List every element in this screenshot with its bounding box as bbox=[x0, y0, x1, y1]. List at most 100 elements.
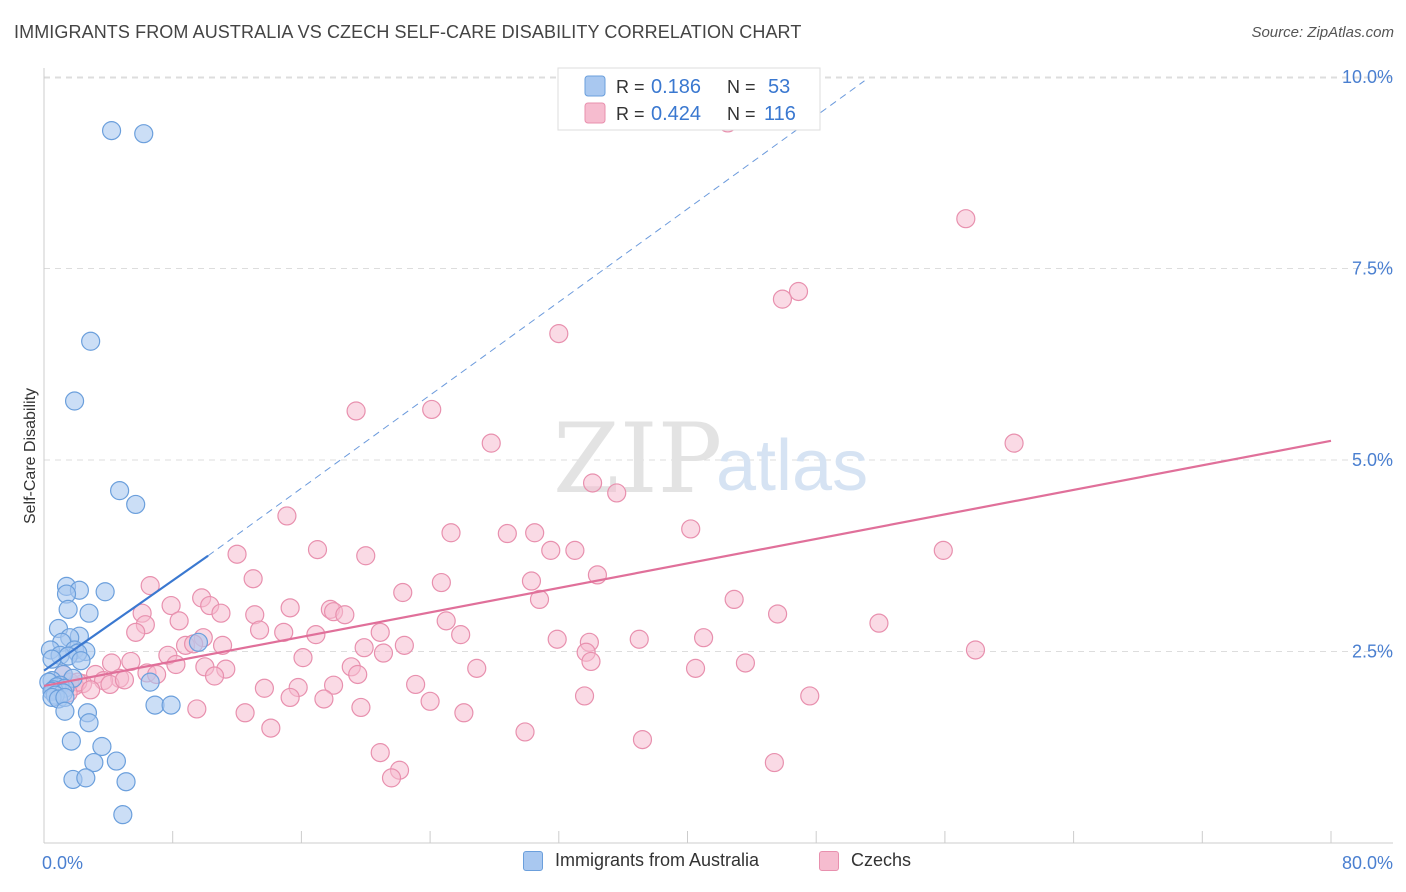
czech-point bbox=[422, 399, 442, 420]
czech-point bbox=[204, 666, 225, 686]
watermark-atlas: atlas bbox=[716, 426, 868, 506]
czech-point bbox=[772, 289, 793, 309]
stats-n-value-czech: 116 bbox=[764, 103, 796, 125]
stats-legend-swatch-czech bbox=[584, 102, 606, 124]
stats-n-label-australia: N = bbox=[727, 77, 756, 97]
legend-item-australia[interactable]: Immigrants from Australia bbox=[523, 850, 759, 871]
legend-label-czech: Czechs bbox=[851, 850, 912, 870]
czech-point bbox=[370, 622, 390, 642]
australia-trend-extension bbox=[207, 80, 865, 557]
czech-point bbox=[724, 589, 744, 610]
czech-point bbox=[431, 572, 451, 593]
legend-item-czech[interactable]: Czechs bbox=[819, 850, 911, 871]
czech-point bbox=[681, 519, 701, 539]
czech-point bbox=[393, 582, 413, 603]
stats-legend-swatch-australia bbox=[584, 75, 606, 97]
australia-point bbox=[106, 751, 126, 771]
czech-point bbox=[381, 768, 402, 788]
czech-point bbox=[607, 483, 627, 503]
czech-point bbox=[261, 718, 281, 738]
czech-point bbox=[249, 620, 270, 640]
czech-point bbox=[126, 622, 146, 642]
australia-point bbox=[116, 772, 136, 792]
australia-points bbox=[39, 121, 209, 825]
australia-point bbox=[188, 632, 209, 652]
czech-point bbox=[481, 433, 501, 453]
australia-point bbox=[126, 494, 146, 515]
australia-point bbox=[92, 736, 112, 757]
legend-swatch-australia bbox=[523, 850, 543, 871]
source-credit: Source: ZipAtlas.com bbox=[1251, 24, 1394, 41]
australia-point bbox=[95, 582, 115, 602]
australia-point bbox=[79, 713, 99, 733]
czech-trend-line bbox=[43, 439, 1332, 688]
y-tick-label: 10.0% bbox=[1342, 67, 1393, 87]
czech-point bbox=[629, 629, 649, 649]
czech-point bbox=[529, 589, 550, 610]
czech-point bbox=[335, 605, 355, 625]
czech-points bbox=[53, 113, 1024, 788]
czech-point bbox=[373, 643, 394, 663]
australia-point bbox=[79, 603, 99, 623]
czech-point bbox=[497, 523, 517, 544]
australia-point bbox=[145, 695, 165, 715]
czech-point bbox=[956, 209, 976, 229]
czech-point bbox=[521, 571, 542, 591]
czech-point bbox=[965, 640, 986, 660]
czech-point bbox=[114, 670, 135, 690]
australia-point bbox=[76, 768, 96, 788]
australia-point bbox=[84, 752, 104, 773]
stats-r-label-czech: R = bbox=[616, 104, 645, 124]
czech-point bbox=[788, 281, 809, 302]
czech-point bbox=[525, 523, 545, 543]
watermark: ZIP atlas bbox=[553, 403, 868, 515]
czech-point bbox=[764, 752, 784, 773]
australia-point bbox=[71, 651, 91, 671]
watermark-zip: ZIP bbox=[553, 403, 722, 515]
czech-point bbox=[140, 576, 160, 596]
czech-point bbox=[243, 569, 263, 589]
y-tick-label: 7.5% bbox=[1352, 259, 1393, 279]
czech-point bbox=[348, 664, 368, 685]
czech-point bbox=[454, 703, 474, 723]
australia-point bbox=[64, 391, 85, 411]
czech-point bbox=[541, 540, 561, 560]
czech-point bbox=[549, 324, 569, 344]
czech-point bbox=[280, 687, 300, 708]
czech-point bbox=[869, 613, 889, 633]
czech-point bbox=[166, 654, 186, 675]
czech-point bbox=[354, 638, 374, 658]
y-tick-labels: 2.5% 5.0% 7.5% 10.0% bbox=[1342, 67, 1393, 662]
czech-point bbox=[467, 658, 487, 678]
czech-point bbox=[800, 686, 820, 706]
stats-n-label-czech: N = bbox=[727, 104, 756, 124]
czech-point bbox=[254, 678, 274, 698]
legend-swatch-czech bbox=[819, 850, 839, 871]
czech-point bbox=[370, 743, 390, 763]
y-axis-label: Self-Care Disability bbox=[22, 388, 39, 524]
stats-legend: R = 0.186 N = 53 R = 0.424 N = 116 bbox=[557, 67, 821, 131]
czech-point bbox=[277, 506, 297, 526]
y-tick-label: 2.5% bbox=[1352, 642, 1393, 662]
czech-point bbox=[406, 674, 426, 695]
australia-point bbox=[81, 331, 101, 351]
australia-point bbox=[58, 599, 78, 619]
x-tick-label-min: 0.0% bbox=[42, 853, 83, 873]
czech-point bbox=[169, 611, 189, 631]
czech-point bbox=[441, 523, 461, 543]
stats-r-value-australia: 0.186 bbox=[651, 76, 701, 98]
czech-point bbox=[574, 686, 595, 706]
czech-point bbox=[307, 540, 328, 560]
czech-point bbox=[211, 603, 231, 623]
czech-point bbox=[293, 648, 313, 668]
x-tick-label-max: 80.0% bbox=[1342, 853, 1393, 873]
trend-lines bbox=[43, 80, 1332, 688]
grid-layer bbox=[43, 76, 1393, 843]
chart-title: IMMIGRANTS FROM AUSTRALIA VS CZECH SELF-… bbox=[14, 22, 802, 42]
czech-point bbox=[356, 546, 376, 566]
czech-point bbox=[436, 611, 456, 631]
czech-point bbox=[187, 699, 207, 719]
czech-point bbox=[735, 653, 756, 673]
czech-point bbox=[81, 680, 101, 700]
australia-point bbox=[161, 695, 181, 715]
